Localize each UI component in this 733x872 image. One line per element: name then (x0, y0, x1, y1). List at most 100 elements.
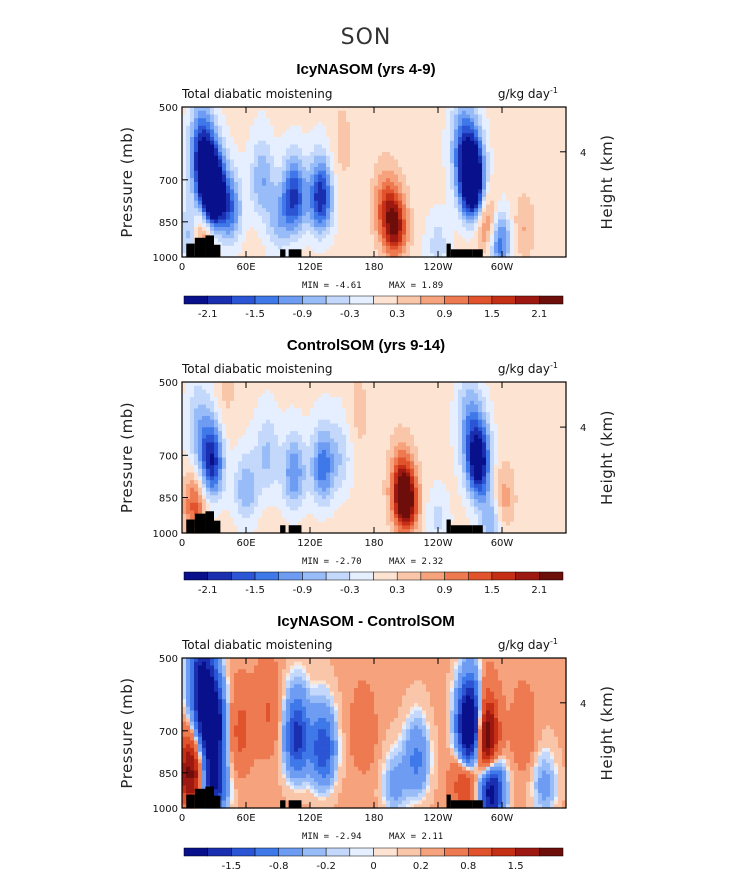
field-cell (242, 114, 247, 119)
field-cell (326, 227, 331, 232)
field-cell (202, 189, 207, 194)
field-cell (510, 227, 515, 232)
field-cell (518, 152, 523, 157)
field-cell (474, 178, 479, 183)
field-cell (386, 140, 391, 146)
field-cell (186, 412, 191, 417)
field-cell (366, 204, 371, 209)
field-cell (286, 408, 291, 413)
field-cell (266, 140, 271, 146)
field-cell (534, 412, 539, 417)
field-cell (402, 419, 407, 425)
field-cell (494, 193, 499, 198)
field-cell (202, 163, 207, 168)
field-cell (394, 155, 399, 161)
field-cell (354, 412, 359, 417)
field-cell (558, 155, 563, 161)
field-cell (294, 137, 299, 142)
field-cell (546, 412, 551, 417)
field-cell (414, 185, 419, 191)
field-cell (482, 125, 487, 131)
field-cell (238, 389, 243, 394)
field-cell (186, 212, 191, 217)
field-cell (366, 144, 371, 149)
field-cell (370, 170, 375, 176)
field-cell (374, 152, 379, 157)
field-cell (282, 385, 287, 391)
field-cell (322, 249, 327, 254)
field-cell (270, 110, 275, 116)
field-cell (270, 238, 275, 243)
field-cell (430, 140, 435, 146)
field-cell (466, 174, 471, 179)
field-cell (230, 215, 235, 221)
field-cell (270, 155, 275, 161)
field-cell (274, 419, 279, 425)
field-cell (550, 189, 555, 194)
field-cell (466, 118, 471, 123)
field-cell (498, 253, 503, 258)
field-cell (534, 208, 539, 213)
field-cell (410, 182, 415, 187)
field-cell (394, 125, 399, 131)
field-cell (390, 419, 395, 425)
field-cell (298, 404, 303, 410)
field-cell (258, 400, 263, 406)
field-cell (530, 408, 535, 413)
field-cell (274, 382, 279, 387)
field-cell (558, 144, 563, 149)
field-cell (406, 200, 411, 206)
field-cell (534, 107, 539, 112)
field-cell (234, 170, 239, 176)
field-cell (250, 412, 255, 417)
field-cell (494, 249, 499, 254)
field-cell (206, 389, 211, 394)
field-cell (182, 137, 187, 142)
field-cell (258, 129, 263, 134)
field-cell (222, 122, 227, 127)
field-cell (446, 155, 451, 161)
field-cell (522, 215, 527, 221)
field-cell (430, 208, 435, 213)
field-cell (318, 193, 323, 198)
field-cell (294, 419, 299, 425)
field-cell (198, 125, 203, 131)
field-cell (238, 200, 243, 206)
field-cell (518, 219, 523, 224)
field-cell (562, 137, 567, 142)
field-cell (294, 400, 299, 406)
field-cell (406, 404, 411, 410)
field-cell (530, 393, 535, 398)
field-cell (274, 163, 279, 168)
field-cell (486, 114, 491, 119)
field-cell (438, 245, 443, 251)
field-cell (534, 408, 539, 413)
field-cell (490, 185, 495, 191)
field-cell (454, 178, 459, 183)
field-cell (198, 197, 203, 202)
field-cell (258, 385, 263, 391)
field-cell (218, 148, 223, 153)
field-cell (494, 215, 499, 221)
field-cell (410, 197, 415, 202)
field-cell (278, 230, 283, 236)
field-cell (390, 133, 395, 138)
field-cell (534, 178, 539, 183)
field-cell (278, 118, 283, 123)
field-cell (446, 125, 451, 131)
field-cell (374, 215, 379, 221)
field-cell (386, 110, 391, 116)
field-cell (210, 167, 215, 172)
field-cell (370, 129, 375, 134)
field-cell (338, 385, 343, 391)
field-cell (462, 208, 467, 213)
field-cell (430, 125, 435, 131)
field-cell (562, 170, 567, 176)
field-cell (334, 155, 339, 161)
field-cell (194, 174, 199, 179)
field-cell (414, 215, 419, 221)
field-cell (470, 230, 475, 236)
field-cell (206, 404, 211, 410)
field-cell (238, 167, 243, 172)
field-cell (390, 223, 395, 228)
